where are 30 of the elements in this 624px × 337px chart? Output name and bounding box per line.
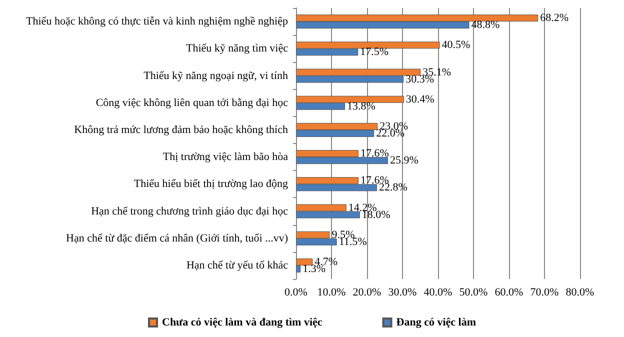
x-tick-label: 70.0% (530, 286, 559, 298)
data-label: 17.5% (360, 46, 389, 58)
y-tick-label: Không trả mức lương đảm bảo hoặc không thích (74, 124, 288, 136)
x-tick-label: 0.0% (284, 286, 308, 298)
y-tick-label: Thiếu hiểu biết thị trường lao động (134, 178, 288, 190)
y-tick-label: Hạn chế từ đặc điểm cá nhân (Giới tính, tuổi ...vv) (66, 232, 288, 244)
data-label: 40.5% (442, 39, 470, 52)
data-label: 48.8% (471, 19, 500, 32)
x-tick-label: 80.0% (566, 286, 594, 298)
y-tick-label: Hạn chế trong chương trình giáo dục đại học (91, 205, 288, 218)
data-label: 68.2% (540, 12, 569, 24)
data-label: 17.6% (360, 148, 389, 160)
legend-label: Chưa có việc làm và đang tìm việc (162, 316, 322, 328)
data-label: 25.9% (390, 154, 418, 167)
x-tick-label: 30.0% (388, 286, 417, 298)
legend-label: Đang có việc làm (396, 316, 476, 328)
x-tick-label: 60.0% (494, 286, 524, 298)
y-tick-label: Hạn chế từ yếu tố khác (186, 259, 288, 272)
data-label: 22.8% (378, 182, 408, 194)
x-tick-label: 20.0% (352, 286, 382, 298)
x-tick-label: 10.0% (317, 286, 346, 298)
x-tick-label: 40.0% (424, 286, 452, 298)
y-tick-label: Thiếu kỹ năng tìm việc (186, 42, 288, 55)
y-tick-label: Thiếu kỹ năng ngoại ngữ, vi tính (144, 70, 288, 82)
y-tick-label: Công việc không liên quan tới bằng đại học (96, 96, 288, 109)
data-label: 30.4% (406, 93, 434, 106)
y-tick-label: Thị trường việc làm bão hòa (162, 151, 288, 164)
x-tick-label: 50.0% (459, 286, 488, 298)
data-label: 13.8% (346, 100, 376, 112)
y-tick-label: Thiếu hoặc không có thực tiễn và kinh nghiệm nghề nghiệp (26, 16, 288, 28)
